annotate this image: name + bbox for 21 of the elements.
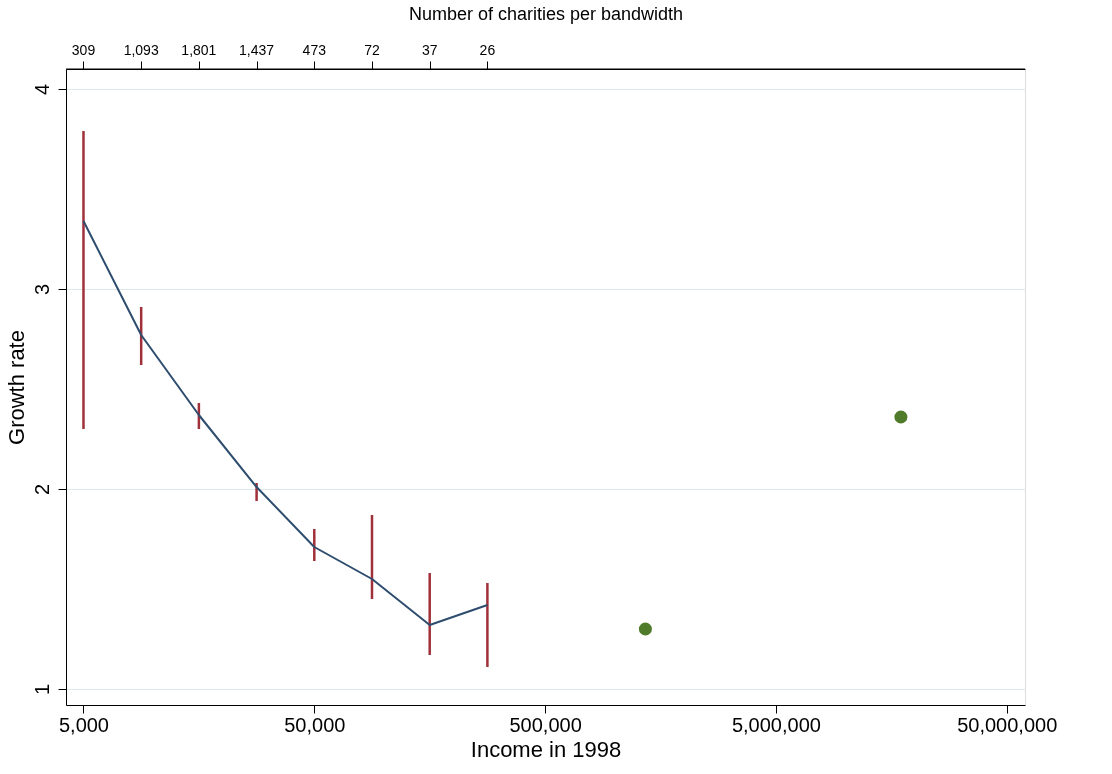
annotation: 1,437 <box>239 42 275 58</box>
annotation: 473 <box>302 42 327 58</box>
x-axis-title: Income in 1998 <box>470 736 622 762</box>
y-tick-label: 4 <box>30 83 53 96</box>
y-tick-label: 1 <box>30 683 53 696</box>
annotation: 309 <box>71 42 96 58</box>
y-tick-label: 2 <box>30 483 53 496</box>
annotation: 72 <box>364 42 380 58</box>
annotation: 1,801 <box>181 42 217 58</box>
x2-axis-title: Number of charities per bandwidth <box>408 3 684 24</box>
x-tick-label: 50,000,000 <box>957 713 1058 736</box>
x-tick-label: 50,000 <box>284 713 346 736</box>
y-axis-title: Growth rate <box>3 330 29 445</box>
annotation: 37 <box>421 42 438 58</box>
x-tick-label: 5,000 <box>58 713 110 736</box>
y-tick-label: 3 <box>30 283 53 296</box>
line-series <box>82 220 489 626</box>
x-tick-label: 500,000 <box>509 713 582 736</box>
annotation: 26 <box>479 42 496 58</box>
annotation: 1,093 <box>123 42 159 58</box>
x-tick-label: 5,000,000 <box>731 713 821 736</box>
